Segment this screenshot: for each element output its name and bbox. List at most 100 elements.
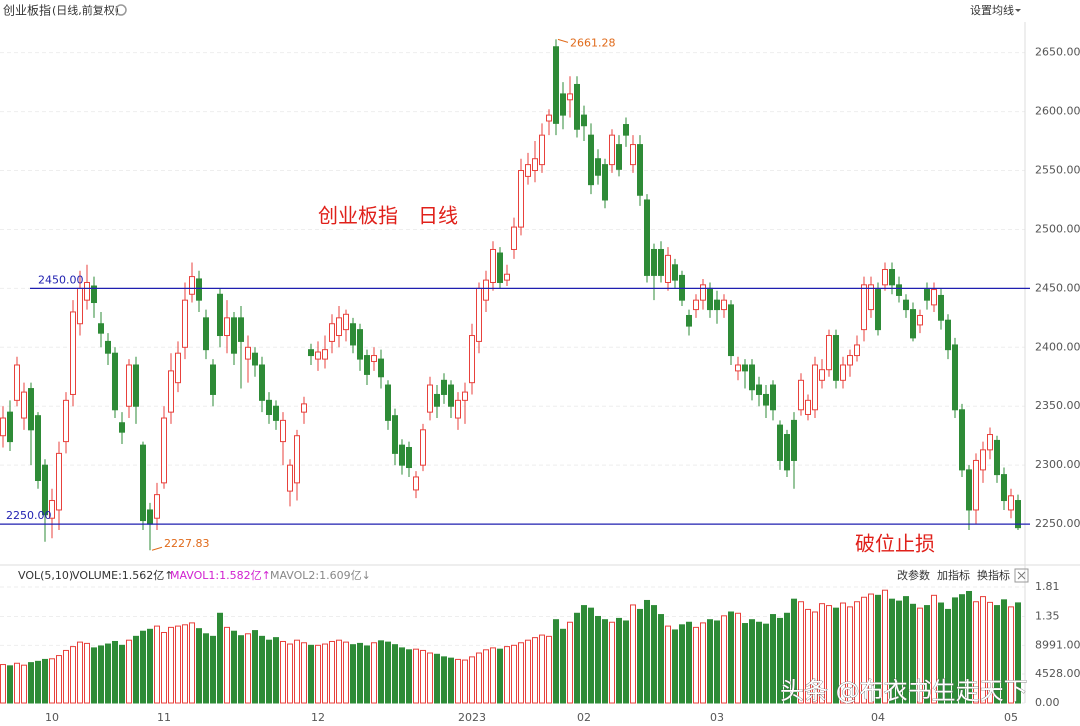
volume-bar	[637, 608, 643, 704]
candle-body	[91, 285, 97, 304]
candle-body	[448, 384, 454, 407]
volume-bar	[189, 622, 195, 704]
close-button[interactable]	[1014, 568, 1029, 583]
volume-bar	[28, 662, 34, 704]
candle-body	[84, 281, 90, 301]
volume-bar	[770, 614, 776, 704]
volume-bar	[959, 594, 965, 704]
volume-bar	[182, 624, 188, 704]
volume-bar	[105, 643, 111, 704]
volume-bar	[406, 649, 412, 704]
candle-body	[728, 304, 734, 357]
volume-bar	[231, 630, 237, 704]
volume-bar	[574, 612, 580, 704]
candle-body	[525, 164, 531, 177]
candle-body	[819, 369, 825, 381]
candle-body	[182, 299, 188, 348]
param-button[interactable]: 改参数	[897, 568, 930, 582]
volume-bar	[399, 647, 405, 704]
volume-bar	[462, 659, 468, 704]
volume-bar	[378, 640, 384, 704]
volume-bar	[259, 635, 265, 704]
annotation: 破位止损	[855, 532, 935, 556]
volume-bar	[931, 594, 937, 704]
candle-body	[812, 364, 818, 411]
volume-bar	[616, 617, 622, 704]
settings-icon[interactable]	[115, 4, 127, 16]
volume-bar	[532, 637, 538, 704]
vol-indicator: VOL(5,10)	[18, 569, 73, 582]
candle-body	[973, 459, 979, 511]
candle-body	[637, 144, 643, 196]
candle-body	[266, 399, 272, 415]
volume-bar	[658, 614, 664, 704]
volume-bar	[161, 632, 167, 704]
candle-body	[784, 434, 790, 471]
candle-body	[672, 264, 678, 281]
volume-bar	[21, 664, 27, 704]
candle-body	[413, 476, 419, 491]
candle-body	[154, 494, 160, 519]
volume-bar	[133, 635, 139, 704]
volume-bar	[1015, 602, 1021, 704]
candle-body	[966, 469, 972, 511]
volume-bar	[973, 601, 979, 704]
volume-bar	[210, 635, 216, 704]
candle-body	[917, 314, 923, 326]
ma-button[interactable]: 设置均线	[970, 3, 1014, 17]
x-tick-label: 10	[45, 711, 59, 724]
candle-body	[119, 422, 125, 433]
volume-bar	[812, 611, 818, 704]
volume-bar	[497, 648, 503, 704]
candle-body	[721, 299, 727, 311]
candle-body	[882, 269, 888, 286]
volume-bar	[329, 640, 335, 704]
y-tick-label: 1.35	[1035, 609, 1060, 622]
volume-bar	[693, 626, 699, 704]
candle-body	[245, 346, 251, 360]
candle-body	[287, 464, 293, 492]
header-title: 创业板指	[3, 3, 51, 18]
candle-body	[49, 500, 55, 519]
candle-body	[567, 93, 573, 101]
volume-bar	[784, 612, 790, 704]
y-tick-label: 1.81	[1035, 580, 1060, 593]
annotation-arrow	[151, 546, 163, 551]
volume-bar	[448, 657, 454, 704]
high-label: 2661.28	[570, 36, 616, 49]
volume-bar	[728, 611, 734, 704]
volume-bar	[875, 594, 881, 704]
volume-bar	[126, 639, 132, 704]
candle-body	[686, 314, 692, 327]
volume-bar	[567, 621, 573, 704]
volume-bar	[70, 646, 76, 704]
volume-bar	[644, 599, 650, 704]
volume-bar	[791, 598, 797, 704]
volume-bar	[119, 644, 125, 704]
volume-bar	[168, 626, 174, 704]
candle-body	[133, 364, 139, 407]
volume-bar	[679, 624, 685, 704]
candle-body	[273, 405, 279, 421]
add-indicator-button[interactable]: 加指标	[937, 568, 970, 582]
dropdown-arrow	[1015, 9, 1021, 12]
switch-indicator-button[interactable]: 换指标	[977, 568, 1010, 582]
volume-bar	[980, 596, 986, 704]
volume-bar	[364, 645, 370, 704]
candle-body	[714, 299, 720, 311]
candle-body	[504, 273, 510, 281]
candle-body	[126, 364, 132, 407]
volume-bar	[553, 619, 559, 704]
candle-body	[161, 417, 167, 484]
x-tick-label: 04	[871, 711, 885, 724]
volume-bar	[238, 635, 244, 704]
candle-body	[651, 248, 657, 276]
candle-body	[938, 294, 944, 321]
support-label: 2250.00	[6, 509, 52, 522]
volume-bar	[623, 620, 629, 704]
volume-bar	[322, 643, 328, 704]
x-tick-label: 11	[157, 711, 171, 724]
volume-bar	[301, 642, 307, 704]
candle-body	[987, 434, 993, 451]
volume-bar	[266, 639, 272, 704]
